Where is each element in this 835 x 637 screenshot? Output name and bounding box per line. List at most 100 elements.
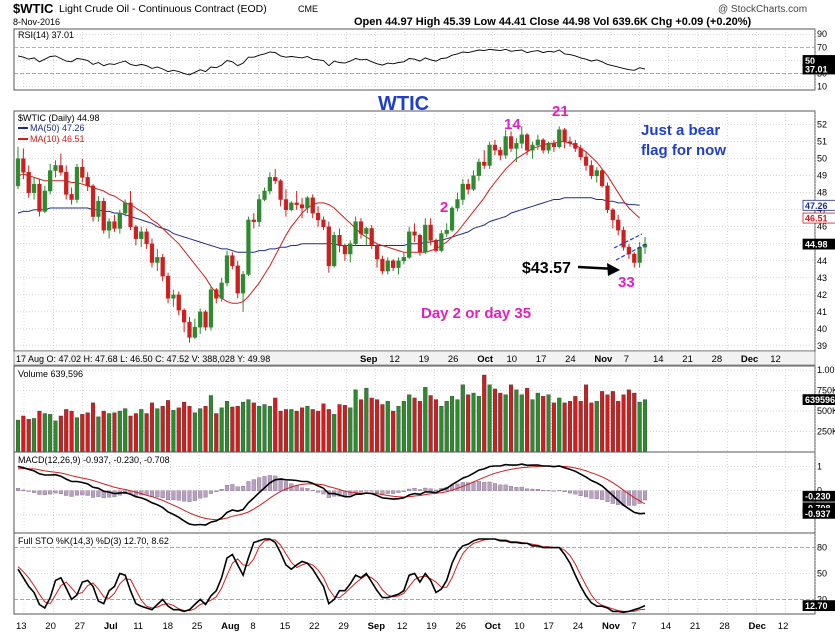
- bear-flag-note-line2: flag for now: [641, 142, 726, 159]
- volume-bar: [283, 409, 288, 453]
- candle-body: [492, 144, 498, 151]
- macd-histogram-bar: [471, 481, 476, 491]
- candle-body: [358, 221, 364, 234]
- macd-histogram-bar: [551, 490, 556, 492]
- bear-flag-upper-line: [613, 233, 643, 249]
- candle-body: [278, 180, 283, 200]
- volume-bar: [621, 394, 626, 453]
- macd-histogram-bar: [69, 490, 74, 497]
- macd-histogram-bar: [171, 490, 176, 501]
- candle-body: [283, 199, 289, 210]
- volume-bar: [139, 409, 144, 453]
- x-axis-label: 20: [45, 621, 56, 632]
- header-date: 8-Nov-2016: [13, 17, 61, 27]
- x-axis-label: 10: [514, 621, 525, 632]
- volume-bar: [21, 415, 26, 453]
- volume-bar: [433, 399, 439, 453]
- sto-k-line: [17, 538, 646, 614]
- volume-bar: [166, 400, 171, 453]
- candle-body: [267, 177, 272, 192]
- rsi-line: [17, 48, 646, 76]
- volume-bar: [69, 410, 74, 453]
- candle-body: [74, 166, 80, 200]
- x-axis-label: 10: [507, 354, 518, 365]
- x-axis-label: 28: [712, 354, 723, 365]
- y-tick-label: 41: [817, 307, 827, 317]
- price-43-57-label: $43.57: [522, 260, 571, 277]
- y-tick-label: 1: [817, 462, 822, 472]
- volume-bar: [605, 394, 610, 453]
- volume-bar: [487, 384, 492, 453]
- candle-body: [519, 134, 524, 144]
- y-tick-label: 70: [817, 42, 827, 52]
- macd-histogram-bar: [257, 477, 262, 491]
- macd-histogram-bar: [198, 490, 203, 499]
- candle-body: [117, 212, 122, 229]
- macd-histogram-bar: [584, 490, 589, 498]
- candle-body: [133, 226, 139, 239]
- rsi-legend: RSI(14) 37.01: [18, 30, 74, 40]
- candle-body: [230, 255, 235, 267]
- volume-bar: [557, 397, 562, 453]
- candle-body: [508, 136, 514, 149]
- volume-bar: [412, 397, 417, 453]
- macd-histogram-bar: [364, 490, 369, 492]
- macd-histogram-bar: [476, 481, 481, 491]
- candle-body: [449, 207, 455, 231]
- x-axis-label: 18: [163, 621, 174, 632]
- volume-bar: [525, 387, 530, 453]
- macd-histogram-bar: [160, 490, 165, 499]
- volume-bar: [32, 418, 37, 453]
- y-tick-label: 52: [817, 120, 827, 130]
- macd-histogram-bar: [407, 488, 412, 491]
- x-axis-label: Sep: [360, 354, 378, 365]
- macd-histogram-bar: [155, 490, 160, 498]
- macd-histogram-bar: [192, 490, 197, 501]
- volume-bar: [369, 397, 374, 453]
- candle-body: [80, 166, 85, 178]
- ma50-legend: MA(50) 47.26: [30, 123, 85, 133]
- candle-body: [182, 309, 187, 323]
- day-21-label: 21: [552, 103, 569, 120]
- vertical-gridlines: [23, 111, 816, 351]
- macd-histogram-bar: [487, 481, 492, 491]
- volume-bar: [230, 406, 235, 453]
- x-axis-label: 28: [719, 621, 730, 632]
- macd-histogram-bar: [573, 490, 578, 495]
- price-legend: $WTIC (Daily) 44.98: [18, 113, 100, 123]
- x-axis-label: 17: [536, 354, 547, 365]
- volume-bar: [428, 395, 433, 453]
- day-14-label: 14: [504, 116, 521, 133]
- macd-histogram-bar: [21, 489, 26, 491]
- volume-bar: [551, 402, 556, 453]
- candle-body: [573, 143, 578, 149]
- bear-flag-note-line1: Just a bear: [641, 122, 720, 139]
- candle-body: [101, 200, 106, 231]
- candle-body: [444, 229, 449, 234]
- candle-body: [332, 235, 337, 267]
- header-ohlc: Open 44.97 High 45.39 Low 44.41 Close 44…: [354, 16, 752, 28]
- candle-body: [321, 219, 326, 227]
- macd-histogram-bar: [396, 490, 401, 493]
- y-tick-label: 250K: [817, 427, 835, 437]
- y-tick-label: 90: [817, 29, 827, 39]
- price-tag-box: [802, 212, 835, 224]
- candle-body: [262, 190, 267, 200]
- y-tick-label: 10: [817, 82, 827, 92]
- volume-bar: [407, 394, 412, 453]
- candle-body: [530, 144, 535, 151]
- volume-bar: [503, 394, 508, 453]
- volume-bar: [305, 405, 310, 453]
- volume-bar: [637, 401, 642, 453]
- header-description: Light Crude Oil - Continuous Contract (E…: [59, 3, 267, 15]
- x-axis-label: 19: [419, 354, 430, 365]
- candle-body: [257, 199, 262, 222]
- candle-body: [128, 202, 133, 227]
- x-axis-label: 14: [653, 354, 664, 365]
- y-tick-label: 50: [817, 569, 827, 579]
- volume-bar: [466, 394, 471, 453]
- candle-body: [90, 185, 96, 217]
- volume-bar: [535, 392, 540, 453]
- candle-body: [144, 231, 149, 245]
